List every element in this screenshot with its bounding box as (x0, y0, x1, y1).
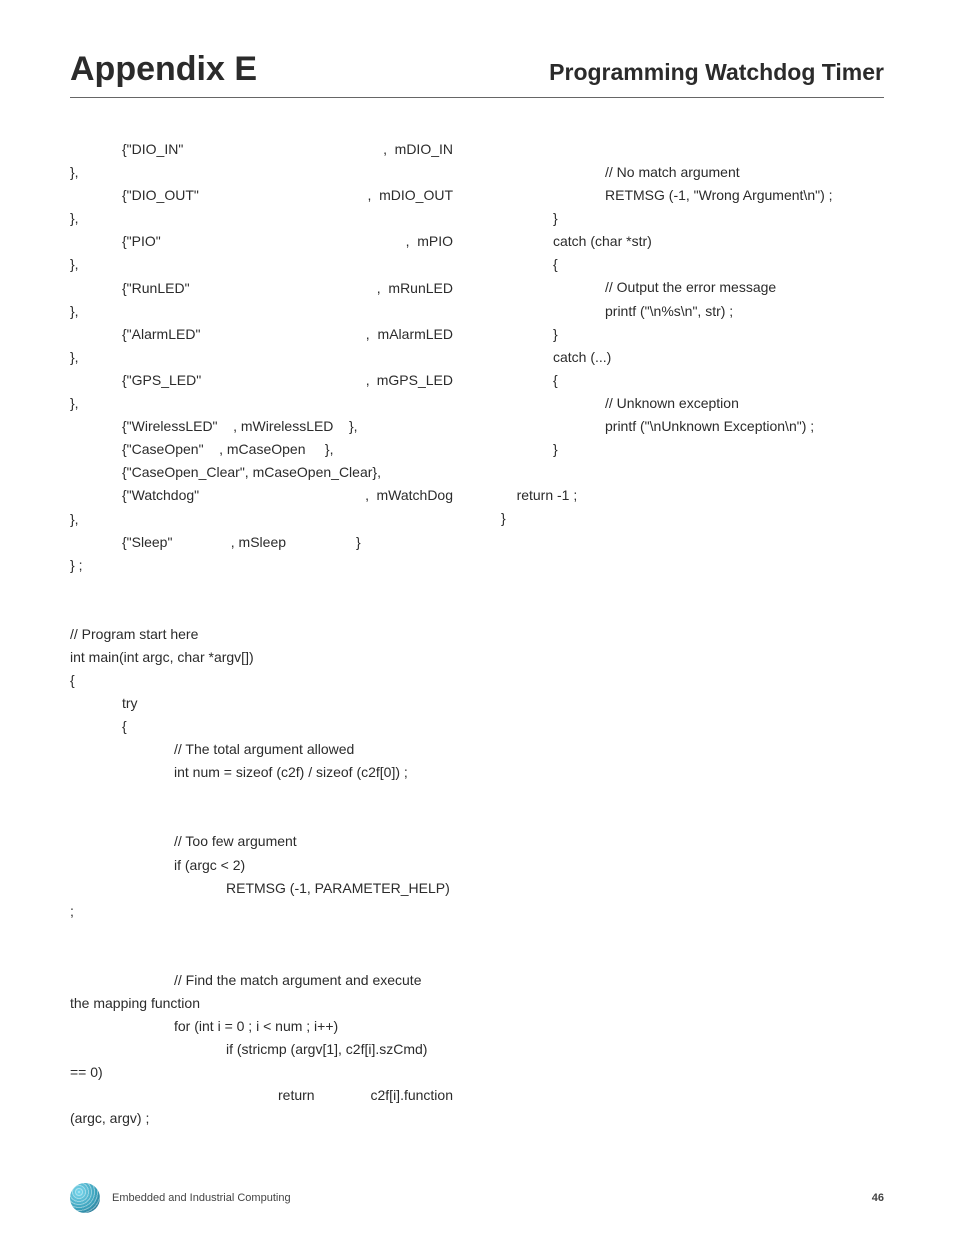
code-line (70, 946, 453, 969)
code-line: }, (70, 253, 453, 276)
code-line: printf ("\n%s\n", str) ; (501, 300, 884, 323)
code-line: // Find the match argument and execute (70, 969, 453, 992)
code-line: int num = sizeof (c2f) / sizeof (c2f[0])… (70, 761, 453, 784)
code-line: {"AlarmLED" , mAlarmLED (70, 323, 453, 346)
code-line: {"DIO_OUT" , mDIO_OUT (70, 184, 453, 207)
code-line: {"Watchdog" , mWatchDog (70, 484, 453, 507)
code-line: {"DIO_IN" , mDIO_IN (70, 138, 453, 161)
code-line: return -1 ; (501, 484, 884, 507)
code-line: { (501, 369, 884, 392)
code-line: { (70, 669, 453, 692)
code-line: if (argc < 2) (70, 854, 453, 877)
code-line: } (501, 323, 884, 346)
section-title: Programming Watchdog Timer (549, 59, 884, 86)
code-line: try (70, 692, 453, 715)
code-line (70, 923, 453, 946)
code-line: RETMSG (-1, PARAMETER_HELP) (70, 877, 453, 900)
code-line: {"Sleep" , mSleep } (70, 531, 453, 554)
code-line: }, (70, 300, 453, 323)
left-column: {"DIO_IN" , mDIO_IN},{"DIO_OUT" , mDIO_O… (70, 138, 453, 1130)
code-line: { (70, 715, 453, 738)
code-line: RETMSG (-1, "Wrong Argument\n") ; (501, 184, 884, 207)
code-line: == 0) (70, 1061, 453, 1084)
footer-text: Embedded and Industrial Computing (112, 1192, 291, 1204)
code-line: catch (char *str) (501, 230, 884, 253)
code-line: {"PIO" , mPIO (70, 230, 453, 253)
code-line: // Program start here (70, 623, 453, 646)
code-line (70, 577, 453, 600)
page-header: Appendix E Programming Watchdog Timer (70, 50, 884, 98)
code-line: {"RunLED" , mRunLED (70, 277, 453, 300)
appendix-title: Appendix E (70, 50, 257, 89)
code-line: {"GPS_LED" , mGPS_LED (70, 369, 453, 392)
globe-logo-icon (70, 1183, 100, 1213)
code-line: int main(int argc, char *argv[]) (70, 646, 453, 669)
code-line: printf ("\nUnknown Exception\n") ; (501, 415, 884, 438)
right-column: // No match argumentRETMSG (-1, "Wrong A… (501, 138, 884, 1130)
content-columns: {"DIO_IN" , mDIO_IN},{"DIO_OUT" , mDIO_O… (70, 138, 884, 1130)
code-line: // Unknown exception (501, 392, 884, 415)
footer-left: Embedded and Industrial Computing (70, 1183, 291, 1213)
code-line (70, 807, 453, 830)
code-line (501, 461, 884, 484)
code-line: }, (70, 161, 453, 184)
page-footer: Embedded and Industrial Computing 46 (70, 1183, 884, 1213)
code-line (70, 600, 453, 623)
code-line: return c2f[i].function (70, 1084, 453, 1107)
code-line: catch (...) (501, 346, 884, 369)
code-line: for (int i = 0 ; i < num ; i++) (70, 1015, 453, 1038)
code-line: (argc, argv) ; (70, 1107, 453, 1130)
code-line: } (501, 207, 884, 230)
code-line: } (501, 507, 884, 530)
code-line: // No match argument (501, 161, 884, 184)
code-line: }, (70, 508, 453, 531)
code-line: {"CaseOpen" , mCaseOpen }, (70, 438, 453, 461)
code-line: } (501, 438, 884, 461)
code-line: } ; (70, 554, 453, 577)
code-line: }, (70, 392, 453, 415)
code-line: }, (70, 207, 453, 230)
code-line: { (501, 253, 884, 276)
code-line (501, 138, 884, 161)
code-line: {"WirelessLED" , mWirelessLED }, (70, 415, 453, 438)
code-line: the mapping function (70, 992, 453, 1015)
code-line: ; (70, 900, 453, 923)
code-line: // The total argument allowed (70, 738, 453, 761)
code-line (70, 784, 453, 807)
code-line: // Output the error message (501, 276, 884, 299)
code-line: }, (70, 346, 453, 369)
code-line: if (stricmp (argv[1], c2f[i].szCmd) (70, 1038, 453, 1061)
code-line: {"CaseOpen_Clear", mCaseOpen_Clear}, (70, 461, 453, 484)
code-line: // Too few argument (70, 830, 453, 853)
page-number: 46 (872, 1192, 884, 1204)
